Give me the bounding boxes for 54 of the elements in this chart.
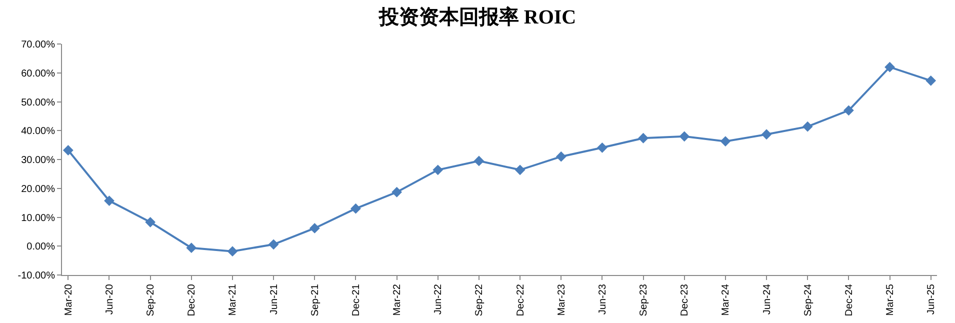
point [802,121,813,132]
x-tick-label: Sep-24 [802,284,814,316]
point [597,142,608,153]
point [432,164,444,176]
point [679,131,690,142]
chart-title: 投资资本回报率 ROIC [378,6,576,29]
x-tick-label: Sep-23 [638,284,650,316]
point [638,132,648,144]
x-tick-label: Jun-22 [433,284,444,315]
point [720,136,731,147]
x-tick-label: Mar-25 [885,284,896,316]
point [556,151,566,162]
x-tick-label: Dec-23 [680,284,691,316]
x-tick-label: Jun-24 [762,284,773,315]
x-tick-label: Jun-23 [597,284,608,315]
y-tick-label: 70.00% [21,40,56,50]
x-tick-label: Dec-24 [844,284,855,316]
point [309,223,320,234]
y-tick-label: 50.00% [21,97,56,108]
point [843,105,854,116]
x-tick-label: Jun-21 [268,284,280,315]
point [186,242,197,254]
x-tick-label: Sep-21 [310,284,321,316]
x-tick-label: Sep-20 [146,284,157,316]
point [350,203,361,214]
y-tick-label: 30.00% [21,155,56,166]
point [392,186,402,198]
x-tick-label: Mar-21 [228,284,239,316]
point [884,62,895,72]
x-tick-label: Dec-20 [186,284,198,316]
point [227,246,238,257]
point [474,156,484,166]
x-tick-label: Mar-24 [720,284,732,316]
x-tick-label: Jun-20 [104,284,116,315]
x-tick-label: Mar-23 [556,284,568,316]
point [104,196,114,206]
point [62,145,74,156]
point [268,239,279,250]
x-tick-label: Sep-22 [474,284,486,316]
x-tick-label: Jun-25 [926,284,938,315]
y-tick-label: 60.00% [21,68,56,80]
x-tick-label: Dec-21 [350,284,362,316]
y-tick-label: 20.00% [21,184,56,195]
point [145,216,156,228]
x-tick-label: Mar-22 [392,284,404,316]
point [761,129,772,140]
y-tick-label: 0.00% [26,242,56,253]
point [926,75,936,86]
x-tick-label: Dec-22 [515,284,526,316]
point [514,164,526,176]
x-tick-label: Mar-20 [63,284,74,316]
y-tick-label: 40.00% [21,126,56,138]
y-tick-label: -10.00% [18,270,56,282]
y-tick-label: 10.00% [21,212,56,224]
